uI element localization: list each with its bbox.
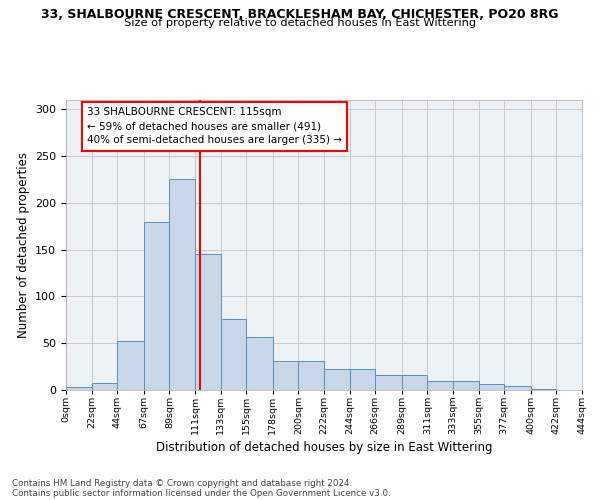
Y-axis label: Number of detached properties: Number of detached properties	[17, 152, 29, 338]
Bar	[531, 389, 556, 390]
Bar	[375, 375, 402, 390]
Bar	[273, 361, 298, 390]
Bar	[169, 178, 195, 390]
Text: 33, SHALBOURNE CRESCENT, BRACKLESHAM BAY, CHICHESTER, PO20 8RG: 33, SHALBOURNE CRESCENT, BRACKLESHAM BAY…	[41, 8, 559, 20]
Bar	[92, 384, 117, 390]
Bar	[221, 319, 246, 390]
Bar	[144, 222, 169, 390]
X-axis label: Distribution of detached houses by size in East Wittering: Distribution of detached houses by size …	[156, 441, 492, 454]
Bar	[453, 380, 479, 390]
Bar	[504, 386, 531, 390]
Bar	[324, 370, 350, 390]
Text: Contains public sector information licensed under the Open Government Licence v3: Contains public sector information licen…	[12, 488, 391, 498]
Bar	[350, 370, 375, 390]
Bar	[402, 375, 427, 390]
Bar	[246, 336, 273, 390]
Text: Contains HM Land Registry data © Crown copyright and database right 2024.: Contains HM Land Registry data © Crown c…	[12, 478, 352, 488]
Bar	[479, 384, 504, 390]
Text: 33 SHALBOURNE CRESCENT: 115sqm
← 59% of detached houses are smaller (491)
40% of: 33 SHALBOURNE CRESCENT: 115sqm ← 59% of …	[87, 108, 342, 146]
Bar	[298, 361, 324, 390]
Bar	[195, 254, 221, 390]
Bar	[582, 389, 600, 390]
Text: Size of property relative to detached houses in East Wittering: Size of property relative to detached ho…	[124, 18, 476, 28]
Bar	[117, 342, 144, 390]
Bar	[66, 387, 92, 390]
Bar	[427, 380, 453, 390]
